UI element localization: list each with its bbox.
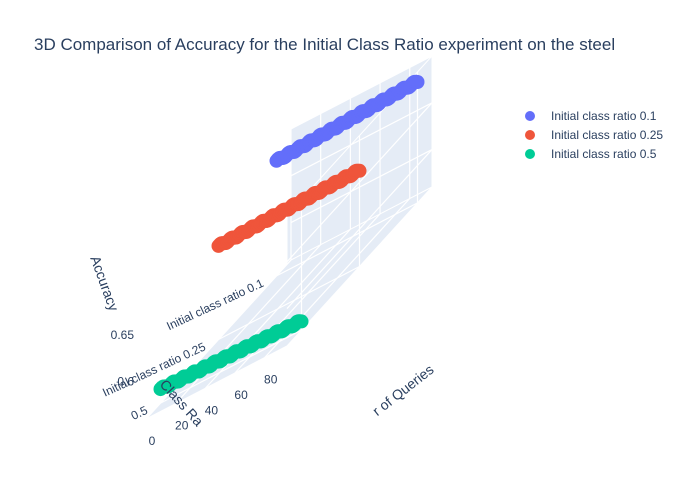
- legend-label: Initial class ratio 0.1: [551, 109, 657, 123]
- legend-label: Initial class ratio 0.25: [551, 128, 663, 142]
- grid-line-z: [286, 102, 433, 263]
- z-axis-title: Accuracy: [87, 254, 122, 314]
- x-tick-label: 0: [149, 434, 156, 448]
- x-tick-label: 80: [264, 373, 278, 387]
- grid-line-y: [160, 329, 302, 404]
- x-tick-label: 20: [175, 419, 189, 433]
- series-1: [211, 163, 367, 253]
- legend-label: Initial class ratio 0.5: [551, 147, 657, 161]
- data-point: [294, 314, 309, 329]
- z-tick-label: 0.6: [117, 375, 134, 389]
- grid-line-y: [218, 265, 360, 341]
- chart-title: 3D Comparison of Accuracy for the Initia…: [34, 35, 615, 54]
- legend-marker: [525, 130, 535, 140]
- y-tick-label: 0.5: [129, 403, 150, 423]
- grid-line-z: [290, 102, 433, 177]
- grid-line-y: [276, 202, 418, 277]
- series-layer: [153, 74, 425, 397]
- grid-line-z: [286, 149, 433, 309]
- x-tick-label: 40: [205, 403, 219, 417]
- series-2: [153, 314, 309, 397]
- x-axis-ticks: 0 20 40 60 80: [149, 373, 278, 449]
- data-point: [410, 75, 425, 89]
- scene-walls: [145, 54, 433, 420]
- z-tick-label: 0.65: [111, 328, 135, 342]
- grid-line-z: [290, 149, 433, 224]
- x-tick-label: 60: [234, 388, 248, 402]
- series-0: [269, 74, 425, 168]
- x-axis-title: r of Queries: [369, 361, 436, 419]
- z-axis-ticks: 0.6 0.65: [111, 328, 135, 389]
- data-point: [352, 163, 367, 178]
- legend: Initial class ratio 0.1 Initial class rat…: [525, 109, 663, 161]
- legend-marker: [525, 149, 535, 159]
- legend-marker: [525, 111, 535, 121]
